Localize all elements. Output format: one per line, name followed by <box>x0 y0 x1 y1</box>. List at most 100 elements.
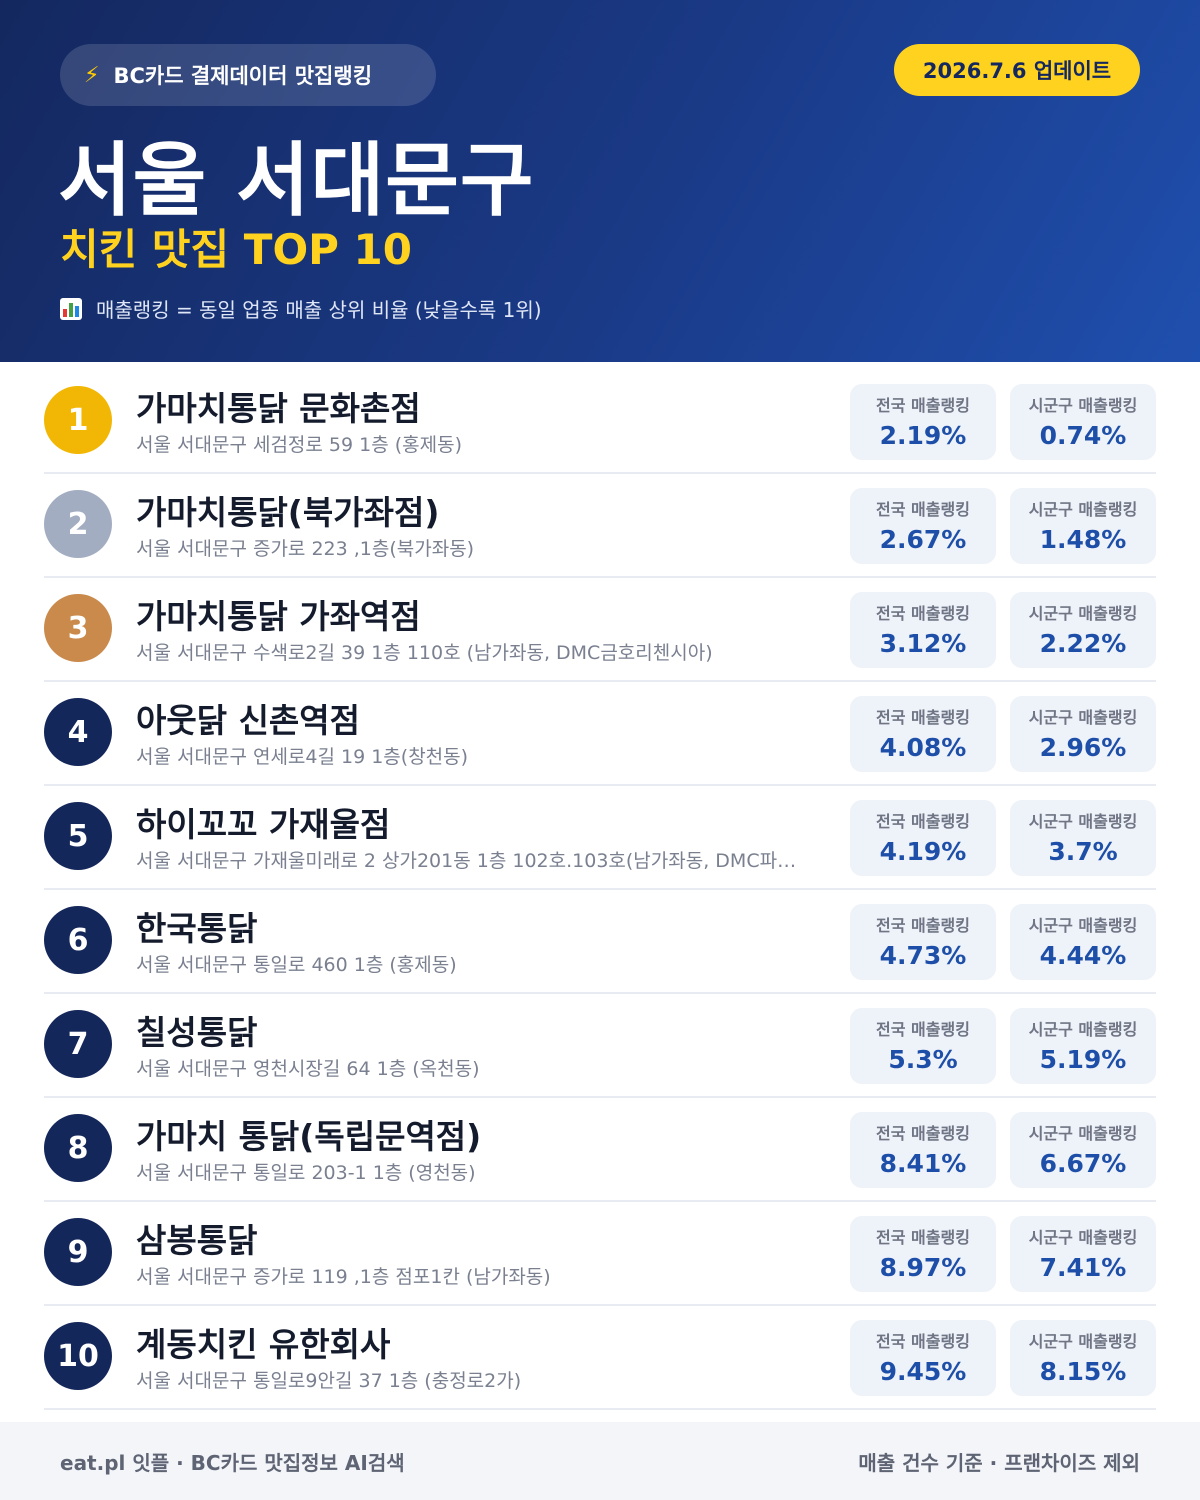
restaurant-name: 가마치통닭 문화촌점 <box>136 389 421 428</box>
national-ranking-card: 전국 매출랭킹 3.12% <box>850 592 996 668</box>
header-banner: ⚡ BC카드 결제데이터 맛집랭킹 2026.7.6 업데이트 서울 서대문구 … <box>0 0 1200 362</box>
restaurant-name: 계동치킨 유한회사 <box>136 1325 391 1364</box>
restaurant-name: 가마치통닭 가좌역점 <box>136 597 421 636</box>
lightning-bolt-icon: ⚡ <box>84 62 100 88</box>
national-ranking-value: 3.12% <box>879 629 967 658</box>
rank-badge: 4 <box>44 698 112 766</box>
national-ranking-value: 5.3% <box>888 1045 958 1074</box>
national-ranking-value: 4.19% <box>879 837 967 866</box>
local-ranking-label: 시군구 매출랭킹 <box>1028 1020 1138 1039</box>
page-title: 서울 서대문구 <box>58 134 535 227</box>
local-ranking-card: 시군구 매출랭킹 5.19% <box>1010 1008 1156 1084</box>
local-ranking-value: 7.41% <box>1039 1253 1127 1282</box>
national-ranking-value: 9.45% <box>879 1357 967 1386</box>
local-ranking-label: 시군구 매출랭킹 <box>1028 396 1138 415</box>
local-ranking-value: 6.67% <box>1039 1149 1127 1178</box>
restaurant-name: 삼봉통닭 <box>136 1221 258 1260</box>
rank-badge: 1 <box>44 386 112 454</box>
local-ranking-value: 5.19% <box>1039 1045 1127 1074</box>
national-ranking-label: 전국 매출랭킹 <box>876 1332 970 1351</box>
local-ranking-card: 시군구 매출랭킹 2.96% <box>1010 696 1156 772</box>
footer-criteria: 매출 건수 기준 · 프랜차이즈 제외 <box>858 1450 1140 1475</box>
local-ranking-value: 3.7% <box>1048 837 1118 866</box>
local-ranking-card: 시군구 매출랭킹 6.67% <box>1010 1112 1156 1188</box>
national-ranking-label: 전국 매출랭킹 <box>876 500 970 519</box>
national-ranking-card: 전국 매출랭킹 5.3% <box>850 1008 996 1084</box>
local-ranking-card: 시군구 매출랭킹 3.7% <box>1010 800 1156 876</box>
national-ranking-label: 전국 매출랭킹 <box>876 812 970 831</box>
ranking-row[interactable]: 7 칠성통닭 서울 서대문구 영천시장길 64 1층 (옥천동) 전국 매출랭킹… <box>44 994 1156 1098</box>
ranking-row[interactable]: 1 가마치통닭 문화촌점 서울 서대문구 세검정로 59 1층 (홍제동) 전국… <box>44 370 1156 474</box>
national-ranking-card: 전국 매출랭킹 4.73% <box>850 904 996 980</box>
ranking-row[interactable]: 5 하이꼬꼬 가재울점 서울 서대문구 가재울미래로 2 상가201동 1층 1… <box>44 786 1156 890</box>
national-ranking-card: 전국 매출랭킹 2.19% <box>850 384 996 460</box>
national-ranking-card: 전국 매출랭킹 8.97% <box>850 1216 996 1292</box>
ranking-row[interactable]: 2 가마치통닭(북가좌점) 서울 서대문구 증가로 223 ,1층(북가좌동) … <box>44 474 1156 578</box>
rank-badge: 2 <box>44 490 112 558</box>
national-ranking-card: 전국 매출랭킹 4.19% <box>850 800 996 876</box>
restaurant-name: 가마치통닭(북가좌점) <box>136 493 440 532</box>
local-ranking-label: 시군구 매출랭킹 <box>1028 1124 1138 1143</box>
rank-badge: 7 <box>44 1010 112 1078</box>
national-ranking-value: 8.97% <box>879 1253 967 1282</box>
local-ranking-value: 8.15% <box>1039 1357 1127 1386</box>
footer: eat.pl 잇플 · BC카드 맛집정보 AI검색 매출 건수 기준 · 프랜… <box>0 1422 1200 1500</box>
national-ranking-value: 2.19% <box>879 421 967 450</box>
ranking-note: 매출랭킹 = 동일 업종 매출 상위 비율 (낮을수록 1위) <box>60 294 542 323</box>
local-ranking-label: 시군구 매출랭킹 <box>1028 916 1138 935</box>
restaurant-address: 서울 서대문구 통일로 203-1 1층 (영천동) <box>136 1162 476 1184</box>
national-ranking-label: 전국 매출랭킹 <box>876 396 970 415</box>
rank-badge: 10 <box>44 1322 112 1390</box>
national-ranking-card: 전국 매출랭킹 2.67% <box>850 488 996 564</box>
restaurant-address: 서울 서대문구 수색로2길 39 1층 110호 (남가좌동, DMC금호리첸시… <box>136 642 713 664</box>
local-ranking-card: 시군구 매출랭킹 2.22% <box>1010 592 1156 668</box>
local-ranking-label: 시군구 매출랭킹 <box>1028 604 1138 623</box>
national-ranking-card: 전국 매출랭킹 9.45% <box>850 1320 996 1396</box>
bar-chart-icon <box>60 297 82 320</box>
restaurant-name: 아웃닭 신촌역점 <box>136 701 361 740</box>
local-ranking-value: 2.22% <box>1039 629 1127 658</box>
ranking-row[interactable]: 6 한국통닭 서울 서대문구 통일로 460 1층 (홍제동) 전국 매출랭킹 … <box>44 890 1156 994</box>
local-ranking-label: 시군구 매출랭킹 <box>1028 708 1138 727</box>
ranking-note-text: 매출랭킹 = 동일 업종 매출 상위 비율 (낮을수록 1위) <box>96 298 542 322</box>
restaurant-address: 서울 서대문구 영천시장길 64 1층 (옥천동) <box>136 1058 480 1080</box>
national-ranking-label: 전국 매출랭킹 <box>876 1124 970 1143</box>
rank-badge: 5 <box>44 802 112 870</box>
ranking-row[interactable]: 9 삼봉통닭 서울 서대문구 증가로 119 ,1층 점포1칸 (남가좌동) 전… <box>44 1202 1156 1306</box>
ranking-row[interactable]: 4 아웃닭 신촌역점 서울 서대문구 연세로4길 19 1층(창천동) 전국 매… <box>44 682 1156 786</box>
brand-label: BC카드 결제데이터 맛집랭킹 <box>113 64 373 88</box>
restaurant-name: 한국통닭 <box>136 909 258 948</box>
rank-badge: 8 <box>44 1114 112 1182</box>
restaurant-address: 서울 서대문구 통일로9안길 37 1층 (충정로2가) <box>136 1370 522 1392</box>
national-ranking-label: 전국 매출랭킹 <box>876 916 970 935</box>
rank-badge: 9 <box>44 1218 112 1286</box>
national-ranking-card: 전국 매출랭킹 8.41% <box>850 1112 996 1188</box>
restaurant-address: 서울 서대문구 가재울미래로 2 상가201동 1층 102호.103호(남가좌… <box>136 850 797 872</box>
ranking-row[interactable]: 3 가마치통닭 가좌역점 서울 서대문구 수색로2길 39 1층 110호 (남… <box>44 578 1156 682</box>
restaurant-address: 서울 서대문구 증가로 223 ,1층(북가좌동) <box>136 538 475 560</box>
restaurant-address: 서울 서대문구 세검정로 59 1층 (홍제동) <box>136 434 463 456</box>
update-date-badge: 2026.7.6 업데이트 <box>894 44 1140 96</box>
local-ranking-label: 시군구 매출랭킹 <box>1028 1332 1138 1351</box>
local-ranking-value: 0.74% <box>1039 421 1127 450</box>
national-ranking-value: 8.41% <box>879 1149 967 1178</box>
local-ranking-card: 시군구 매출랭킹 8.15% <box>1010 1320 1156 1396</box>
national-ranking-value: 2.67% <box>879 525 967 554</box>
national-ranking-value: 4.08% <box>879 733 967 762</box>
local-ranking-card: 시군구 매출랭킹 4.44% <box>1010 904 1156 980</box>
national-ranking-label: 전국 매출랭킹 <box>876 604 970 623</box>
restaurant-name: 하이꼬꼬 가재울점 <box>136 805 391 844</box>
restaurant-address: 서울 서대문구 통일로 460 1층 (홍제동) <box>136 954 457 976</box>
local-ranking-card: 시군구 매출랭킹 0.74% <box>1010 384 1156 460</box>
restaurant-name: 칠성통닭 <box>136 1013 258 1052</box>
national-ranking-label: 전국 매출랭킹 <box>876 1228 970 1247</box>
national-ranking-value: 4.73% <box>879 941 967 970</box>
ranking-row[interactable]: 8 가마치 통닭(독립문역점) 서울 서대문구 통일로 203-1 1층 (영천… <box>44 1098 1156 1202</box>
national-ranking-card: 전국 매출랭킹 4.08% <box>850 696 996 772</box>
national-ranking-label: 전국 매출랭킹 <box>876 1020 970 1039</box>
local-ranking-value: 2.96% <box>1039 733 1127 762</box>
ranking-row[interactable]: 10 계동치킨 유한회사 서울 서대문구 통일로9안길 37 1층 (충정로2가… <box>44 1306 1156 1410</box>
ranking-list: 1 가마치통닭 문화촌점 서울 서대문구 세검정로 59 1층 (홍제동) 전국… <box>44 370 1156 1410</box>
restaurant-address: 서울 서대문구 증가로 119 ,1층 점포1칸 (남가좌동) <box>136 1266 551 1288</box>
local-ranking-label: 시군구 매출랭킹 <box>1028 1228 1138 1247</box>
